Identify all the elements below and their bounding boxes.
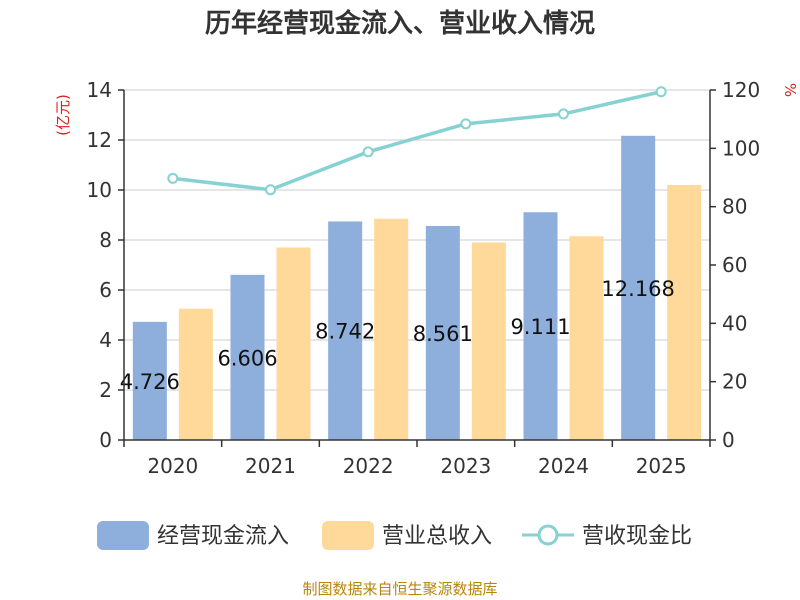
ratio-line [172, 90, 662, 192]
bar-data-label: 9.111 [510, 315, 570, 339]
bar-revenue [667, 185, 702, 440]
axes: 0 2 4 6 8 10 12 14 0 20 40 60 80 100 120 2020 2021 2022 20… [87, 78, 761, 478]
y-right-tick-label: 0 [722, 428, 735, 452]
y-right-tick-label: 40 [722, 311, 747, 335]
chart-title: 历年经营现金流入、营业收入情况 [205, 8, 595, 39]
bar-data-label: 8.561 [413, 322, 473, 346]
bar-data-labels: 4.726 6.606 8.742 8.561 9.111 12.168 [120, 277, 675, 394]
bar-cash-inflow [230, 274, 265, 440]
y-left-tick-label: 2 [99, 378, 112, 402]
y-right-tick-label: 20 [722, 370, 747, 394]
bar-data-label: 6.606 [217, 346, 277, 370]
y-left-unit-label: (亿元) [54, 94, 72, 136]
x-tick-label: 2020 [147, 454, 198, 478]
y-left-tick-label: 12 [87, 128, 112, 152]
bar-revenue [276, 247, 311, 440]
y-right-tick-label: 80 [722, 195, 747, 219]
legend-item-cash-inflow[interactable]: 经营现金流入 [97, 521, 289, 550]
ratio-point [655, 86, 667, 98]
bar-cash-inflow [621, 135, 656, 441]
bar-revenue [178, 308, 213, 440]
legend-label-revenue: 营业总收入 [382, 524, 492, 549]
x-tick-label: 2021 [245, 454, 296, 478]
x-tick-label: 2023 [440, 454, 491, 478]
x-tick-label: 2024 [538, 454, 589, 478]
ratio-point [558, 108, 569, 120]
y-left-tick-label: 8 [99, 228, 112, 252]
line-series [167, 86, 667, 196]
ratio-point [460, 118, 472, 130]
y-right-tick-label: 100 [722, 136, 760, 160]
bar-revenue [471, 242, 506, 440]
x-tick-label: 2022 [343, 454, 394, 478]
y-left-tick-label: 4 [99, 328, 112, 352]
y-left-tick-label: 14 [87, 78, 112, 102]
x-tick-label: 2025 [636, 454, 687, 478]
legend: 经营现金流入 营业总收入 营收现金比 [97, 521, 692, 550]
bar-revenue [569, 236, 604, 440]
ratio-point [265, 184, 276, 196]
y-right-tick-label: 60 [722, 253, 747, 277]
legend-item-revenue[interactable]: 营业总收入 [322, 521, 492, 550]
bar-cash-inflow [523, 212, 558, 440]
legend-item-ratio[interactable]: 营收现金比 [522, 524, 692, 549]
bar-data-label: 4.726 [120, 370, 180, 394]
bar-cash-inflow [425, 225, 460, 440]
y-left-tick-label: 6 [99, 278, 112, 302]
legend-marker-ratio [537, 524, 559, 546]
bar-cash-inflow [328, 221, 363, 440]
ratio-point [167, 172, 179, 184]
legend-swatch-revenue [322, 521, 374, 550]
bar-revenue [374, 218, 409, 440]
legend-label-cash-inflow: 经营现金流入 [157, 524, 289, 549]
grid-lines [124, 89, 710, 391]
source-note: 制图数据来自恒生聚源数据库 [302, 580, 497, 598]
y-left-tick-label: 0 [99, 428, 112, 452]
y-right-unit-label: % [781, 83, 799, 97]
legend-label-ratio: 营收现金比 [582, 524, 692, 549]
bar-data-label: 12.168 [601, 277, 674, 301]
bar-series [132, 135, 702, 441]
bar-cash-inflow [132, 321, 167, 440]
legend-swatch-cash-inflow [97, 521, 149, 550]
ratio-point [362, 146, 374, 158]
y-left-tick-label: 10 [87, 178, 112, 202]
y-right-tick-label: 120 [722, 78, 760, 102]
bar-data-label: 8.742 [315, 320, 375, 344]
